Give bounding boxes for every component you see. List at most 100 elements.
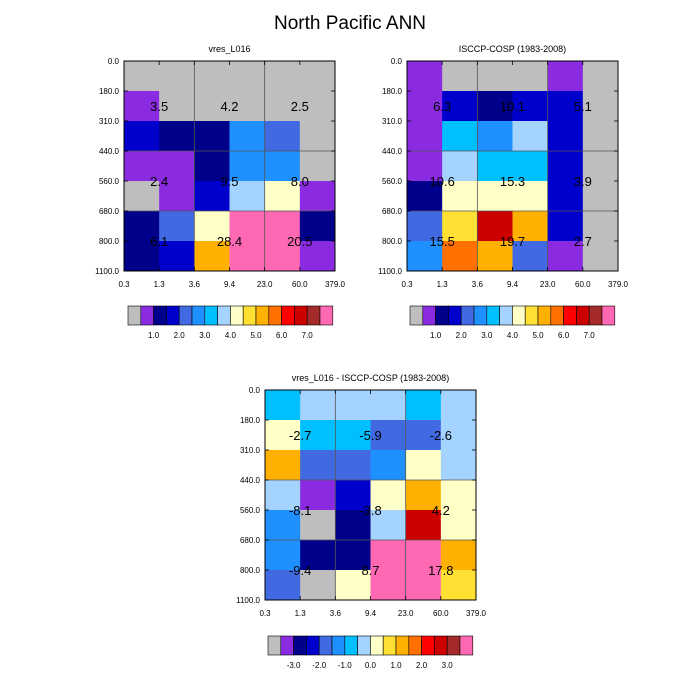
y-tick-label: 440.0: [240, 476, 261, 485]
heatmap-cell: [264, 241, 301, 272]
box-value-label: 8.0: [291, 174, 309, 189]
colorbar-swatch: [230, 305, 244, 326]
box-value-label: 2.5: [291, 99, 309, 114]
colorbar-swatch: [191, 305, 206, 326]
heatmap-cell: [370, 510, 407, 541]
box-value-label: 5.1: [574, 99, 592, 114]
colorbar-label: -1.0: [338, 661, 352, 670]
colorbar-label: 3.0: [199, 331, 211, 340]
heatmap-cell: [547, 91, 584, 122]
colorbar-label: 4.0: [507, 331, 519, 340]
y-tick-label: 1100.0: [236, 596, 260, 605]
heatmap-cell: [194, 211, 230, 242]
colorbar-swatch: [421, 635, 435, 656]
box-value-label: 15.3: [500, 174, 525, 189]
colorbar-swatch: [306, 635, 320, 656]
y-tick-label: 680.0: [99, 207, 120, 216]
heatmap-cell: [335, 420, 371, 451]
x-tick-label: 0.3: [259, 609, 271, 618]
colorbar-label: 0.0: [365, 661, 377, 670]
heatmap-cell: [335, 450, 371, 481]
colorbar-label: 5.0: [250, 331, 262, 340]
box-value-label: 9.5: [220, 174, 238, 189]
heatmap-cell: [547, 151, 584, 182]
heatmap-cell: [124, 121, 160, 152]
heatmap-cell: [512, 121, 549, 152]
colorbar-swatch: [281, 305, 295, 326]
box-value-label: 6.3: [433, 99, 451, 114]
heatmap-cell: [405, 420, 442, 451]
heatmap-cell: [442, 151, 478, 182]
y-tick-label: 680.0: [240, 536, 261, 545]
y-tick-label: 180.0: [240, 416, 261, 425]
colorbar-swatch: [267, 635, 282, 656]
heatmap-cell: [547, 241, 584, 272]
x-tick-label: 9.4: [507, 280, 519, 289]
heatmap-cell: [407, 211, 443, 242]
heatmap-cell: [299, 151, 336, 182]
y-tick-label: 680.0: [382, 207, 403, 216]
colorbar: 1.0 2.0 3.0 4.0 5.0 6.0 7.0: [409, 305, 616, 340]
box-value-label: 2.4: [150, 174, 168, 189]
colorbar-swatch: [127, 305, 142, 326]
colorbar-label: 3.0: [442, 661, 454, 670]
colorbar-swatch: [409, 305, 424, 326]
x-tick-label: 23.0: [540, 280, 556, 289]
heatmap-cell: [512, 211, 549, 242]
heatmap-cell: [264, 91, 301, 122]
heatmap-cell: [405, 510, 442, 541]
colorbar-swatch: [166, 305, 180, 326]
heatmap-cell: [335, 390, 371, 421]
y-tick-label: 560.0: [382, 177, 403, 186]
colorbar-swatch: [576, 305, 590, 326]
colorbar-swatch: [153, 305, 167, 326]
heatmap-cell: [477, 211, 513, 242]
box-value-label: 10.1: [500, 99, 525, 114]
heatmap-cell: [300, 480, 336, 511]
heatmap-cell: [442, 181, 478, 212]
x-tick-label: 3.6: [189, 280, 201, 289]
colorbar-swatch: [434, 635, 448, 656]
heatmap-cell: [265, 420, 301, 451]
x-tick-label: 9.4: [365, 609, 377, 618]
colorbar-swatch: [446, 635, 461, 656]
box-value-label: 2.7: [574, 234, 592, 249]
heatmap-cell: [300, 570, 336, 601]
box-value-label: 3.5: [150, 99, 168, 114]
y-tick-label: 180.0: [382, 87, 403, 96]
heatmap-cell: [370, 450, 407, 481]
colorbar-swatch: [395, 635, 410, 656]
box-value-label: 3.9: [574, 174, 592, 189]
colorbar-swatch: [268, 305, 282, 326]
heatmap-cell: [547, 181, 584, 212]
y-tick-label: 800.0: [382, 237, 403, 246]
panels: vres_L016 3.5 4.2 2.5 2.4 9.5 8.0 6.1 28.4 20.5 0.…: [95, 44, 628, 670]
heatmap-cell: [264, 61, 301, 92]
colorbar-label: 6.0: [558, 331, 570, 340]
heatmap-cell: [582, 241, 619, 272]
heatmap-cell: [159, 241, 195, 272]
x-tick-label: 3.6: [330, 609, 342, 618]
panel-title: vres_L016 - ISCCP-COSP (1983-2008): [292, 373, 449, 383]
heatmap-cell: [300, 540, 336, 571]
heatmap-cell: [442, 121, 478, 152]
heatmap-cell: [405, 540, 442, 571]
x-tick-label: 60.0: [433, 609, 449, 618]
y-tick-label: 0.0: [249, 386, 261, 395]
heatmap-cell: [265, 390, 301, 421]
y-tick-label: 800.0: [99, 237, 120, 246]
box-value-label: 15.5: [430, 234, 455, 249]
heatmap-cell: [300, 450, 336, 481]
panel-1: vres_L016 3.5 4.2 2.5 2.4 9.5 8.0 6.1 28.4 20.5 0.…: [95, 44, 345, 340]
heatmap-cell: [512, 91, 549, 122]
heatmap-cell: [159, 61, 195, 92]
heatmap-cell: [124, 61, 160, 92]
colorbar-swatch: [217, 305, 231, 326]
y-tick-label: 1100.0: [378, 267, 402, 276]
heatmap-cell: [407, 181, 443, 212]
x-tick-label: 23.0: [257, 280, 273, 289]
y-tick-label: 440.0: [99, 147, 120, 156]
box-value-label: -8.1: [289, 503, 311, 518]
x-tick-label: 9.4: [224, 280, 236, 289]
colorbar-swatch: [280, 635, 294, 656]
